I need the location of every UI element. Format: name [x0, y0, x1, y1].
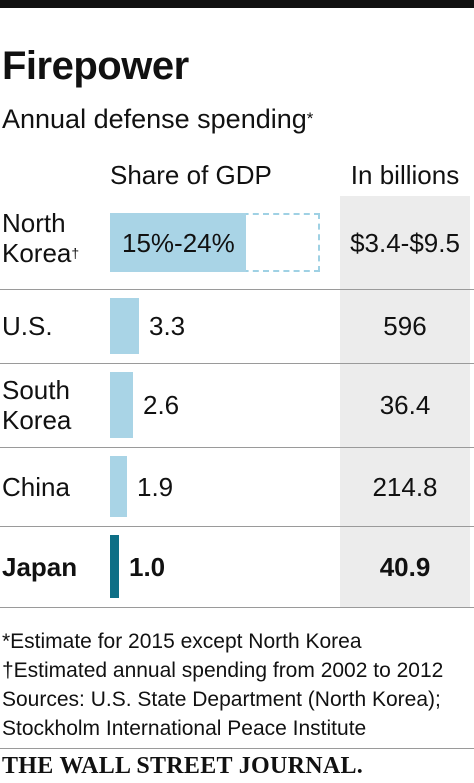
country-footnote-mark: † [71, 245, 80, 261]
country-label-south-korea: South Korea [2, 375, 71, 435]
subtitle-text: Annual defense spending [2, 104, 307, 134]
share-bar-south-korea [110, 372, 133, 438]
billions-label-china: 214.8 [372, 471, 438, 502]
share-label-japan: 1.0 [129, 551, 166, 582]
share-label-china: 1.9 [137, 471, 174, 502]
sources-line-1: Sources: U.S. State Department (North Ko… [2, 688, 441, 711]
billions-column-background [340, 196, 470, 607]
footnotes: *Estimate for 2015 except North Korea †E… [2, 627, 443, 743]
country-label-china: China [2, 472, 70, 502]
row-separator [0, 289, 474, 290]
share-bar-china [110, 456, 127, 517]
row-separator [0, 526, 474, 527]
header-in-billions: In billions [350, 160, 460, 190]
country-name-line1: North [2, 208, 66, 238]
billions-label-south-korea: 36.4 [379, 390, 431, 420]
sources-line-2: Stockholm International Peace Institute [2, 717, 367, 740]
country-name-line2: Korea [2, 405, 72, 435]
footnote-north-korea: †Estimated annual spending from 2002 to … [2, 659, 444, 682]
row-separator [0, 447, 474, 448]
share-label-north-korea: 15%-24% [122, 227, 235, 258]
chart-title: Firepower [2, 44, 189, 88]
footnote-estimate: *Estimate for 2015 except North Korea [2, 630, 362, 653]
share-bar-u-s [110, 298, 139, 354]
share-label-u-s: 3.3 [149, 311, 186, 341]
country-name-line1: China [2, 471, 70, 502]
billions-label-u-s: 596 [383, 311, 427, 341]
share-bar-north-korea [110, 213, 246, 272]
header-share-of-gdp: Share of GDP [110, 160, 272, 190]
country-name-line1: U.S. [2, 311, 53, 341]
share-bar-japan [110, 535, 119, 598]
country-label-u-s: U.S. [2, 311, 53, 341]
subtitle-footnote-mark: * [306, 109, 314, 128]
billions-label-japan: 40.9 [379, 551, 431, 582]
publisher-logo: THE WALL STREET JOURNAL. [2, 753, 364, 779]
country-label-japan: Japan [2, 552, 77, 582]
footer-rule [0, 748, 474, 749]
top-rule [0, 0, 474, 8]
country-name-line1: South [2, 375, 70, 405]
country-label-north-korea: North Korea† [2, 208, 79, 268]
row-separator [0, 363, 474, 364]
country-name-line2: Korea [2, 238, 72, 268]
country-name-line1: Japan [2, 551, 78, 582]
share-label-south-korea: 2.6 [143, 390, 180, 420]
billions-label-north-korea: $3.4-$9.5 [350, 227, 460, 258]
row-separator [0, 607, 474, 608]
chart-subtitle: Annual defense spending* [2, 102, 313, 136]
